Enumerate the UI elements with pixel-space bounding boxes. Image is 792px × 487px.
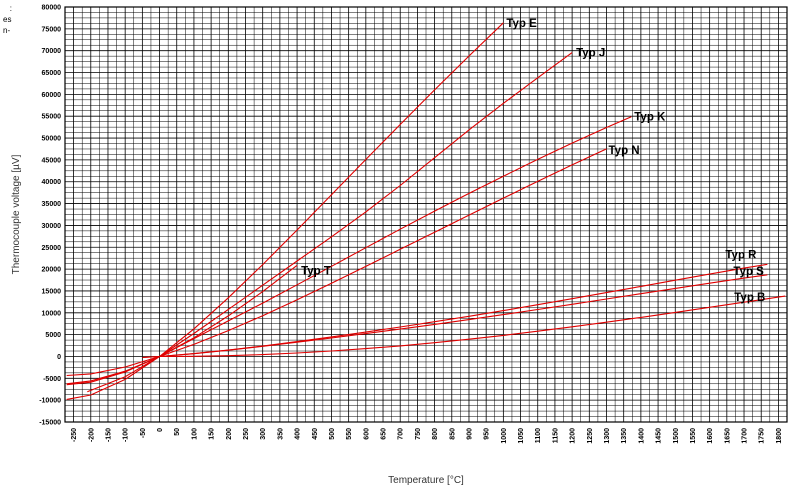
x-tick-label: 450	[312, 428, 319, 440]
x-tick-label: 1200	[570, 428, 577, 444]
y-tick-label: 55000	[42, 114, 62, 121]
x-tick-label: 750	[415, 428, 422, 440]
x-tick-label: 1100	[535, 428, 542, 443]
y-tick-label: 70000	[42, 48, 62, 55]
x-tick-label: 550	[346, 428, 353, 440]
x-tick-label: 1500	[673, 428, 680, 444]
x-tick-label: 1600	[707, 428, 714, 444]
x-tick-label: -200	[88, 428, 95, 442]
series-line-typ-e	[66, 22, 504, 400]
corner-note-line-2: es	[3, 15, 11, 24]
x-tick-label: 100	[191, 428, 198, 440]
x-tick-label: 650	[381, 428, 388, 440]
x-tick-label: 700	[398, 428, 405, 440]
series-lines	[66, 22, 786, 400]
y-tick-label: 40000	[42, 179, 62, 186]
x-tick-label: -150	[105, 428, 112, 442]
x-tick-label: 1700	[742, 428, 749, 444]
y-tick-label: 35000	[42, 201, 62, 208]
x-tick-label: 900	[466, 428, 473, 440]
x-tick-label: 1150	[552, 428, 559, 443]
x-axis-ticks: -250 -200 -150 -100 -50 0 50 100 150 200 250 300 350…	[71, 428, 783, 444]
series-label-typ-s: Typ S	[733, 266, 764, 278]
x-tick-label: 350	[277, 428, 284, 440]
y-tick-label: 20000	[42, 267, 62, 274]
series-label-typ-e: Typ E	[506, 18, 537, 30]
x-tick-label: 1050	[518, 428, 525, 444]
y-axis-title: Thermocouple voltage [µV]	[11, 154, 22, 274]
x-tick-label: 500	[329, 428, 336, 440]
x-tick-label: 1550	[690, 428, 697, 444]
corner-note-line-3: n-	[3, 26, 10, 35]
series-label-typ-j: Typ J	[576, 48, 605, 60]
y-tick-label: 15000	[42, 288, 62, 295]
series-line-typ-j	[87, 52, 573, 393]
series-line-typ-t	[66, 264, 298, 385]
y-tick-label: 80000	[42, 5, 62, 12]
x-tick-label: -250	[71, 428, 78, 442]
series-line-typ-s	[142, 274, 768, 359]
x-tick-label: 600	[363, 428, 370, 440]
y-tick-label: -15000	[39, 420, 61, 427]
x-tick-label: 150	[209, 428, 216, 440]
x-tick-label: 1300	[604, 428, 611, 444]
y-tick-label: 65000	[42, 70, 62, 77]
y-tick-label: -10000	[39, 398, 61, 405]
x-tick-label: 1400	[638, 428, 645, 444]
x-tick-label: 1250	[587, 428, 594, 444]
x-tick-label: 400	[295, 428, 302, 440]
y-tick-label: 5000	[45, 332, 61, 339]
series-line-typ-n	[66, 148, 607, 377]
series-label-typ-t: Typ T	[301, 265, 331, 277]
series-labels: Typ E Typ J Typ K Typ N Typ T Typ R Typ S Typ B	[301, 18, 765, 304]
series-line-typ-b	[159, 295, 786, 358]
x-tick-label: 1800	[776, 428, 783, 444]
x-tick-label: -100	[123, 428, 130, 442]
y-tick-label: 25000	[42, 245, 62, 252]
x-tick-label: 800	[432, 428, 439, 440]
plot-area	[64, 6, 788, 423]
x-tick-label: 850	[449, 428, 456, 440]
y-axis-ticks: -15000 -10000 -5000 0 5000 10000 15000 20000 250…	[39, 5, 61, 427]
y-tick-label: 30000	[42, 223, 62, 230]
y-tick-label: 45000	[42, 157, 62, 164]
chart-grid	[64, 6, 788, 423]
y-tick-label: 50000	[42, 136, 62, 143]
x-tick-label: 1650	[724, 428, 731, 444]
x-tick-label: 1350	[621, 428, 628, 444]
corner-note-line-1: :	[10, 4, 12, 13]
y-tick-label: 0	[57, 354, 61, 361]
y-tick-label: 10000	[42, 310, 62, 317]
series-label-typ-n: Typ N	[609, 145, 640, 157]
x-tick-label: -50	[140, 428, 147, 438]
x-tick-label: 250	[243, 428, 250, 440]
x-tick-label: 50	[174, 428, 181, 436]
x-tick-label: 1000	[501, 428, 508, 444]
corner-note: : es n-	[3, 4, 12, 35]
x-tick-label: 200	[226, 428, 233, 440]
x-tick-label: 300	[260, 428, 267, 440]
x-tick-label: 950	[484, 428, 491, 440]
series-label-typ-b: Typ B	[734, 292, 765, 304]
y-tick-label: 75000	[42, 26, 62, 33]
x-axis-title: Temperature [°C]	[388, 475, 464, 486]
series-label-typ-k: Typ K	[634, 112, 666, 124]
series-label-typ-r: Typ R	[725, 249, 757, 261]
y-tick-label: -5000	[43, 376, 61, 383]
x-tick-label: 1750	[759, 428, 766, 444]
y-tick-label: 60000	[42, 92, 62, 99]
x-tick-label: 1450	[656, 428, 663, 444]
x-tick-label: 0	[157, 428, 164, 432]
